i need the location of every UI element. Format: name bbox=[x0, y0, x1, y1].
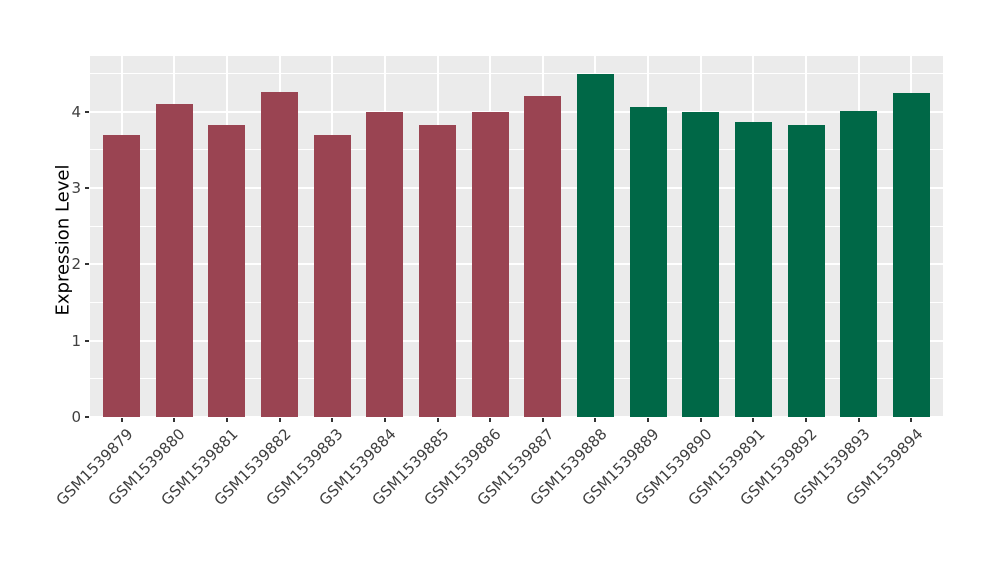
plot-panel bbox=[90, 56, 943, 417]
y-tick-label: 0 bbox=[71, 408, 81, 426]
y-tick-label: 3 bbox=[71, 179, 81, 198]
bar-GSM1539894 bbox=[892, 93, 930, 417]
bar-GSM1539880 bbox=[155, 104, 193, 417]
major-gridline bbox=[90, 263, 943, 266]
y-tick-label: 4 bbox=[71, 102, 81, 121]
major-gridline bbox=[90, 416, 943, 417]
minor-gridline bbox=[90, 73, 943, 75]
y-axis-tick bbox=[85, 339, 89, 342]
bar-GSM1539885 bbox=[419, 125, 456, 417]
x-axis-tick bbox=[752, 418, 755, 422]
y-axis-tick bbox=[85, 263, 89, 266]
y-axis-tick bbox=[85, 416, 89, 418]
bar-GSM1539886 bbox=[471, 112, 509, 417]
bar-GSM1539890 bbox=[682, 111, 720, 417]
y-axis-tick bbox=[85, 110, 89, 113]
x-axis-tick bbox=[331, 418, 334, 422]
bar-GSM1539889 bbox=[629, 107, 667, 417]
x-axis-tick bbox=[225, 418, 228, 422]
minor-gridline bbox=[90, 225, 943, 227]
x-axis-tick bbox=[910, 418, 913, 422]
bar-GSM1539879 bbox=[103, 134, 140, 417]
bar-GSM1539893 bbox=[840, 110, 878, 417]
y-axis-tick bbox=[85, 187, 89, 190]
bar-GSM1539884 bbox=[366, 112, 404, 417]
x-axis-tick bbox=[120, 418, 123, 422]
x-axis-tick bbox=[857, 418, 860, 422]
x-axis-tick bbox=[805, 418, 808, 422]
bar-GSM1539882 bbox=[261, 91, 298, 417]
x-axis-tick bbox=[647, 418, 650, 422]
major-gridline bbox=[90, 187, 943, 190]
x-axis-tick bbox=[489, 418, 492, 422]
minor-gridline bbox=[90, 149, 943, 151]
bar-GSM1539892 bbox=[787, 124, 825, 417]
minor-gridline bbox=[90, 378, 943, 380]
x-axis-tick bbox=[541, 418, 544, 422]
x-axis-tick bbox=[699, 418, 702, 422]
x-axis-tick bbox=[436, 418, 439, 422]
x-axis-tick bbox=[278, 418, 281, 422]
bar-GSM1539891 bbox=[735, 122, 772, 417]
y-tick-label: 2 bbox=[71, 255, 81, 274]
bar-GSM1539883 bbox=[313, 135, 351, 417]
bar-GSM1539888 bbox=[577, 74, 614, 417]
x-axis-tick bbox=[383, 418, 386, 422]
bar-GSM1539881 bbox=[208, 124, 246, 417]
bar-GSM1539887 bbox=[524, 96, 562, 417]
major-gridline bbox=[90, 110, 943, 113]
y-tick-label: 1 bbox=[71, 331, 81, 350]
x-axis-tick bbox=[594, 418, 597, 422]
minor-gridline bbox=[90, 302, 943, 304]
major-gridline bbox=[90, 339, 943, 342]
x-axis-tick bbox=[173, 418, 176, 422]
